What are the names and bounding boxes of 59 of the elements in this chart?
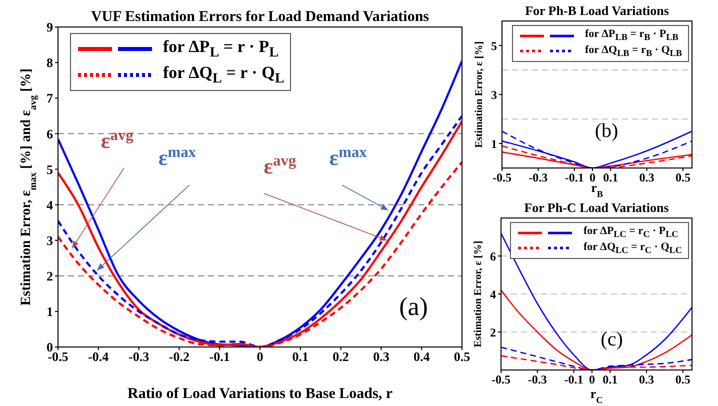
y-tick-label: 9 — [46, 20, 54, 35]
y-tick-label: 1 — [46, 304, 53, 320]
legend-label: for ΔP$_{LC}$ = r$_{C}$ · P$_{LC}$ — [583, 225, 678, 241]
legend-label: for ΔQ$_{L}$ = r · Q$_{L}$ — [163, 62, 284, 88]
y-tick-label: 7 — [46, 90, 54, 106]
legend-label: for ΔQ$_{LC}$ = r$_{C}$ · Q$_{LC}$ — [583, 240, 682, 256]
x-tick-label: 0 — [588, 372, 595, 387]
y-tick-label: 4 — [46, 197, 54, 212]
y-tick-label: 6 — [46, 126, 54, 142]
x-tick-label: 0.3 — [639, 170, 654, 185]
y-tick-label: 3 — [491, 88, 497, 102]
x-axis-title: r$_{C}$ — [590, 386, 603, 405]
y-tick-label: 6 — [490, 249, 496, 264]
annotation: ε$^{max}$ — [329, 144, 368, 170]
x-tick-label: -0.3 — [528, 372, 547, 387]
y-tick-label: 2 — [46, 268, 53, 284]
y-tick-label: 4 — [490, 287, 496, 302]
annotation: ε$^{max}$ — [158, 144, 196, 170]
x-tick-label: 0.5 — [675, 170, 690, 185]
y-tick-label: 5 — [46, 162, 54, 177]
y-tick-label: 2 — [490, 325, 496, 340]
annotation: (b) — [594, 120, 618, 142]
x-tick-label: 0.1 — [602, 372, 618, 387]
annotation: (a) — [399, 292, 428, 321]
x-tick-label: -0.4 — [88, 349, 110, 364]
x-tick-label: -0.2 — [168, 349, 190, 364]
chart-title: For Ph-C Load Variations — [524, 200, 669, 215]
x-tick-label: -0.1 — [209, 349, 230, 364]
annotation: ε$^{avg}$ — [264, 152, 296, 178]
y-tick-label: 5 — [491, 38, 497, 53]
legend-label: for ΔP$_{L}$ = r · P$_{L}$ — [163, 36, 279, 62]
chart-title: For Ph-B Load Variations — [525, 3, 669, 18]
y-axis-title: Estimation Error, ε [%] — [474, 41, 485, 148]
y-tick-label: 0 — [46, 340, 53, 355]
legend-label: for ΔP$_{LB}$ = r$_{B}$ · P$_{LB}$ — [585, 28, 678, 44]
x-tick-label: 0.4 — [413, 349, 430, 364]
annotation: (c) — [600, 328, 623, 351]
y-axis-title: Estimation Error, ε [%] — [473, 240, 484, 348]
x-tick-label: 0.3 — [639, 372, 654, 387]
x-tick-label: -0.5 — [492, 170, 512, 185]
y-tick-label: 8 — [46, 55, 54, 70]
x-tick-label: 0.1 — [603, 170, 618, 185]
x-tick-label: -0.5 — [492, 372, 510, 387]
x-tick-label: 0.2 — [332, 349, 349, 364]
x-tick-label: -0.1 — [564, 170, 584, 185]
x-tick-label: -0.3 — [128, 349, 150, 364]
x-tick-label: 0.1 — [292, 349, 309, 364]
y-tick-label: 3 — [46, 232, 54, 248]
x-tick-label: 0.5 — [675, 372, 690, 387]
chart-title: VUF Estimation Errors for Load Demand Variations — [90, 9, 430, 25]
x-axis-title: Ratio of Load Variations to Base Loads, r — [127, 386, 393, 402]
line-series — [501, 290, 692, 370]
x-tick-label: 0 — [256, 349, 264, 364]
x-tick-label: 0.5 — [454, 349, 471, 364]
x-tick-label: -0.3 — [528, 170, 548, 185]
legend-label: for ΔQ$_{LB}$ = r$_{B}$ · Q$_{LB}$ — [585, 44, 682, 60]
x-tick-label: 0.3 — [373, 349, 390, 364]
x-tick-label: -0.1 — [564, 372, 584, 387]
y-tick-label: 1 — [491, 136, 497, 151]
